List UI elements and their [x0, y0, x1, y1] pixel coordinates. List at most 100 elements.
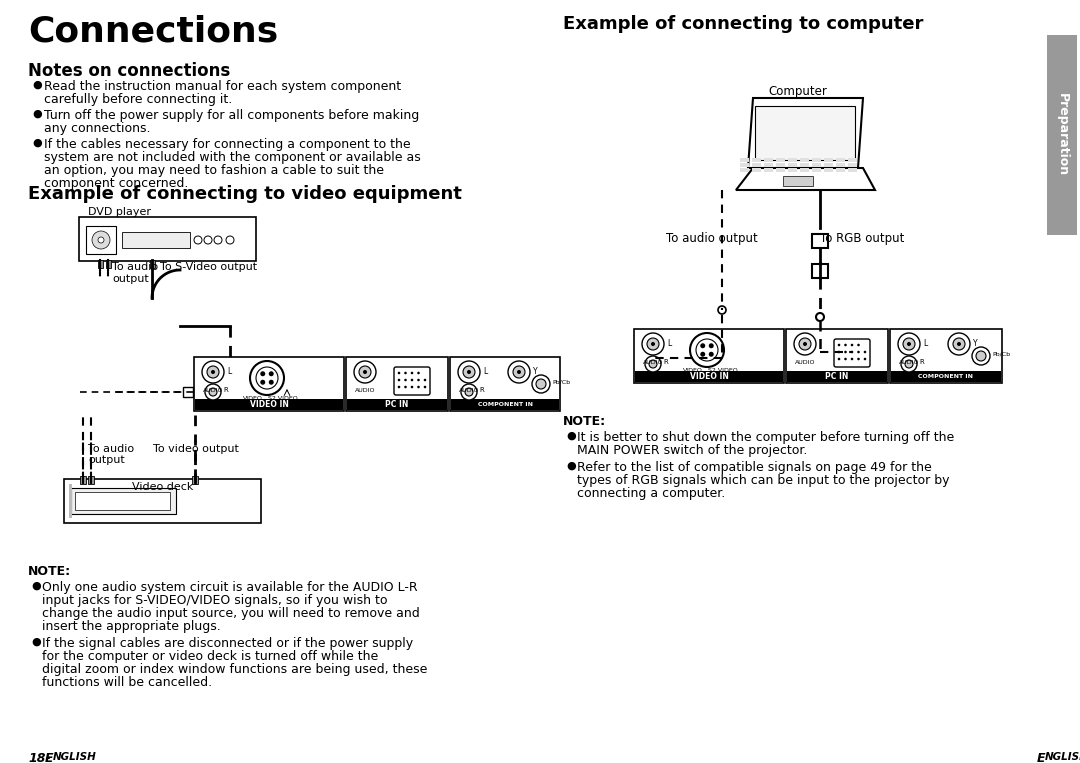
Bar — [69, 484, 72, 518]
Bar — [764, 158, 773, 162]
Bar — [836, 168, 845, 172]
Bar — [891, 371, 1001, 382]
Text: digital zoom or index window functions are being used, these: digital zoom or index window functions a… — [42, 663, 428, 676]
Circle shape — [214, 236, 222, 244]
Circle shape — [417, 386, 420, 388]
Circle shape — [838, 351, 840, 353]
Bar — [836, 158, 845, 162]
Bar — [812, 168, 821, 172]
Circle shape — [210, 388, 217, 396]
Text: Video deck: Video deck — [132, 482, 193, 492]
Text: If the signal cables are disconnected or if the power supply: If the signal cables are disconnected or… — [42, 637, 414, 650]
Circle shape — [513, 366, 525, 378]
Bar — [183, 387, 193, 397]
Text: PC IN: PC IN — [386, 400, 408, 409]
Bar — [788, 158, 797, 162]
Circle shape — [953, 338, 966, 350]
Text: VIDEO: VIDEO — [683, 368, 703, 373]
Text: ●: ● — [31, 637, 41, 647]
Circle shape — [804, 342, 807, 346]
Text: AUDIO: AUDIO — [354, 388, 375, 393]
Circle shape — [194, 236, 202, 244]
Text: To RGB output: To RGB output — [820, 232, 904, 245]
Circle shape — [976, 351, 986, 361]
Text: Y: Y — [534, 367, 538, 376]
Text: L: L — [483, 367, 487, 376]
Circle shape — [649, 360, 657, 368]
Circle shape — [845, 351, 847, 353]
Text: L: L — [227, 367, 231, 376]
Text: If the cables necessary for connecting a component to the: If the cables necessary for connecting a… — [44, 138, 410, 151]
Text: output: output — [87, 455, 125, 465]
Text: Refer to the list of compatible signals on page 49 for the: Refer to the list of compatible signals … — [577, 461, 932, 474]
Bar — [787, 371, 887, 382]
Circle shape — [458, 361, 480, 383]
Circle shape — [211, 370, 215, 374]
Bar — [812, 163, 821, 167]
Bar — [752, 168, 761, 172]
Circle shape — [508, 361, 530, 383]
Text: types of RGB signals which can be input to the projector by: types of RGB signals which can be input … — [577, 474, 949, 487]
Bar — [800, 168, 809, 172]
Text: E: E — [1037, 752, 1045, 763]
Circle shape — [397, 386, 401, 388]
Circle shape — [397, 372, 401, 375]
Bar — [777, 158, 785, 162]
Text: ●: ● — [32, 109, 42, 119]
Bar — [635, 371, 783, 382]
Bar — [848, 158, 858, 162]
Circle shape — [903, 338, 915, 350]
Circle shape — [423, 386, 427, 388]
Bar — [98, 260, 103, 268]
Text: VIDEO IN: VIDEO IN — [689, 372, 728, 381]
Text: R: R — [663, 359, 667, 365]
Circle shape — [799, 338, 811, 350]
FancyBboxPatch shape — [786, 329, 888, 383]
FancyBboxPatch shape — [394, 367, 430, 395]
Bar — [752, 163, 761, 167]
Circle shape — [838, 343, 840, 346]
Text: L: L — [667, 339, 672, 348]
Circle shape — [461, 384, 477, 400]
Text: for the computer or video deck is turned off while the: for the computer or video deck is turned… — [42, 650, 378, 663]
Circle shape — [359, 366, 372, 378]
Text: system are not included with the component or available as: system are not included with the compone… — [44, 151, 421, 164]
Bar — [122, 232, 190, 248]
Bar — [848, 163, 858, 167]
Circle shape — [202, 361, 224, 383]
Text: Connections: Connections — [28, 15, 279, 49]
Text: L: L — [923, 339, 928, 348]
Circle shape — [851, 343, 853, 346]
Bar — [777, 163, 785, 167]
Text: Pb/Cb: Pb/Cb — [552, 379, 570, 385]
Text: NOTE:: NOTE: — [563, 415, 606, 428]
Circle shape — [463, 366, 475, 378]
FancyBboxPatch shape — [834, 339, 870, 367]
Text: functions will be cancelled.: functions will be cancelled. — [42, 676, 212, 689]
Bar — [812, 264, 828, 278]
Text: MAIN POWER switch of the projector.: MAIN POWER switch of the projector. — [577, 444, 808, 457]
Text: ●: ● — [566, 461, 576, 471]
Circle shape — [98, 237, 104, 243]
Text: Read the instruction manual for each system component: Read the instruction manual for each sys… — [44, 80, 401, 93]
FancyBboxPatch shape — [194, 357, 345, 411]
Bar — [764, 163, 773, 167]
Polygon shape — [748, 98, 863, 168]
Text: output: output — [112, 274, 149, 284]
Bar — [800, 158, 809, 162]
Circle shape — [957, 342, 961, 346]
Bar — [195, 399, 343, 410]
Bar — [740, 158, 750, 162]
Circle shape — [204, 236, 212, 244]
Bar — [192, 476, 198, 484]
Text: input jacks for S-VIDEO/VIDEO signals, so if you wish to: input jacks for S-VIDEO/VIDEO signals, s… — [42, 594, 388, 607]
Bar — [106, 260, 111, 268]
Circle shape — [410, 372, 414, 375]
Circle shape — [708, 352, 714, 357]
Circle shape — [417, 378, 420, 382]
Text: PC IN: PC IN — [825, 372, 849, 381]
Circle shape — [901, 356, 917, 372]
Text: E: E — [45, 752, 54, 763]
Circle shape — [864, 351, 866, 353]
Circle shape — [816, 313, 824, 321]
